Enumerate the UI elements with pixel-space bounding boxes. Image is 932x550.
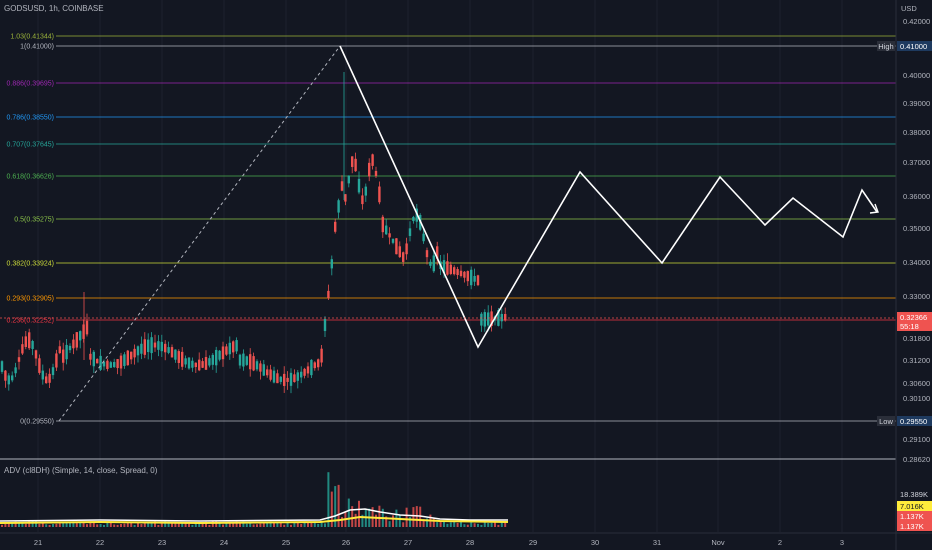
indicator-value-badge [897, 501, 932, 511]
time-tick: 24 [220, 538, 228, 547]
fib-level-label: 0.236(0.32252) [7, 318, 54, 325]
projection-arrow-icon [869, 203, 879, 214]
fib-level-label: 1.03(0.41344) [10, 34, 54, 41]
price-tick: 0.31200 [903, 356, 930, 365]
price-tick: 0.40000 [903, 71, 930, 80]
time-tick: 28 [466, 538, 474, 547]
time-tick: 21 [34, 538, 42, 547]
price-tick: 0.33000 [903, 292, 930, 301]
time-tick: 27 [404, 538, 412, 547]
countdown-timer: 55:18 [900, 322, 919, 331]
svg-text:1.137K: 1.137K [900, 522, 924, 531]
fib-retracement[interactable]: 1.03(0.41344) 1(0.41000) 0.886(0.39695) 0.7… [7, 34, 896, 426]
adv-ma-line [0, 515, 509, 525]
grid [37, 0, 843, 532]
price-tick: 0.39000 [903, 99, 930, 108]
currency-label: USD [901, 4, 917, 13]
svg-text:0.29550: 0.29550 [900, 417, 927, 426]
fib-level-label: 0.886(0.39695) [7, 81, 54, 88]
time-tick: 3 [840, 538, 844, 547]
price-tick: 0.29100 [903, 435, 930, 444]
time-tick: 2 [778, 538, 782, 547]
price-tick: 0.38000 [903, 128, 930, 137]
indicator-value-badge [897, 511, 932, 521]
adv-line [0, 508, 508, 522]
fib-level-label: 0.293(0.32905) [7, 296, 54, 303]
svg-text:Low: Low [879, 417, 893, 426]
price-tick: 0.42000 [903, 17, 930, 26]
time-tick: Nov [711, 538, 725, 547]
symbol-title[interactable]: GODSUSD, 1h, COINBASE [4, 4, 104, 13]
current-price-badge [897, 312, 932, 331]
high-badge [897, 41, 932, 51]
price-tick: 0.30600 [903, 379, 930, 388]
time-tick: 25 [282, 538, 290, 547]
svg-text:0.32366: 0.32366 [900, 313, 927, 322]
low-tag [877, 416, 895, 426]
indicator-value-badge [897, 521, 932, 531]
svg-text:18.389K: 18.389K [900, 490, 928, 499]
svg-text:7.016K: 7.016K [900, 502, 924, 511]
svg-text:1.137K: 1.137K [900, 512, 924, 521]
price-tick: 0.34000 [903, 258, 930, 267]
price-axis[interactable]: USD 0.42000 0.41000 0.40000 0.39000 0.38000 0.… [895, 0, 930, 550]
price-tick: 0.31800 [903, 334, 930, 343]
price-tick: 0.30100 [903, 394, 930, 403]
fib-level-label: 0(0.29550) [20, 419, 54, 426]
fib-level-label: 0.618(0.36626) [7, 174, 54, 181]
indicator-title[interactable]: ADV (cl8DH) (Simple, 14, close, Spread, … [4, 466, 158, 475]
fib-level-label: 0.786(0.38550) [7, 115, 54, 122]
svg-text:0.41000: 0.41000 [900, 42, 927, 51]
fib-level-label: 0.5(0.35275) [14, 217, 54, 224]
low-badge [897, 416, 932, 426]
fib-trend-line[interactable] [58, 45, 341, 422]
time-tick: 30 [591, 538, 599, 547]
fib-level-label: 0.382(0.33924) [7, 261, 54, 268]
time-tick: 26 [342, 538, 350, 547]
svg-text:High: High [878, 42, 893, 51]
fib-level-label: 1(0.41000) [20, 44, 54, 51]
price-tick: 0.37000 [903, 158, 930, 167]
price-tick: 0.36000 [903, 192, 930, 201]
indicator-panel [0, 458, 896, 527]
time-tick: 22 [96, 538, 104, 547]
indicator-value-badge [897, 489, 932, 499]
price-tick: 0.35000 [903, 224, 930, 233]
projection-path[interactable] [339, 45, 878, 349]
price-tick: 0.28620 [903, 455, 930, 464]
time-axis[interactable]: 21 22 23 24 25 26 27 28 29 30 31 Nov 2 3 [0, 532, 932, 547]
time-tick: 23 [158, 538, 166, 547]
time-tick: 31 [653, 538, 661, 547]
fib-level-label: 0.707(0.37645) [7, 142, 54, 149]
high-tag [877, 41, 895, 51]
candles [0, 72, 507, 394]
time-tick: 29 [529, 538, 537, 547]
